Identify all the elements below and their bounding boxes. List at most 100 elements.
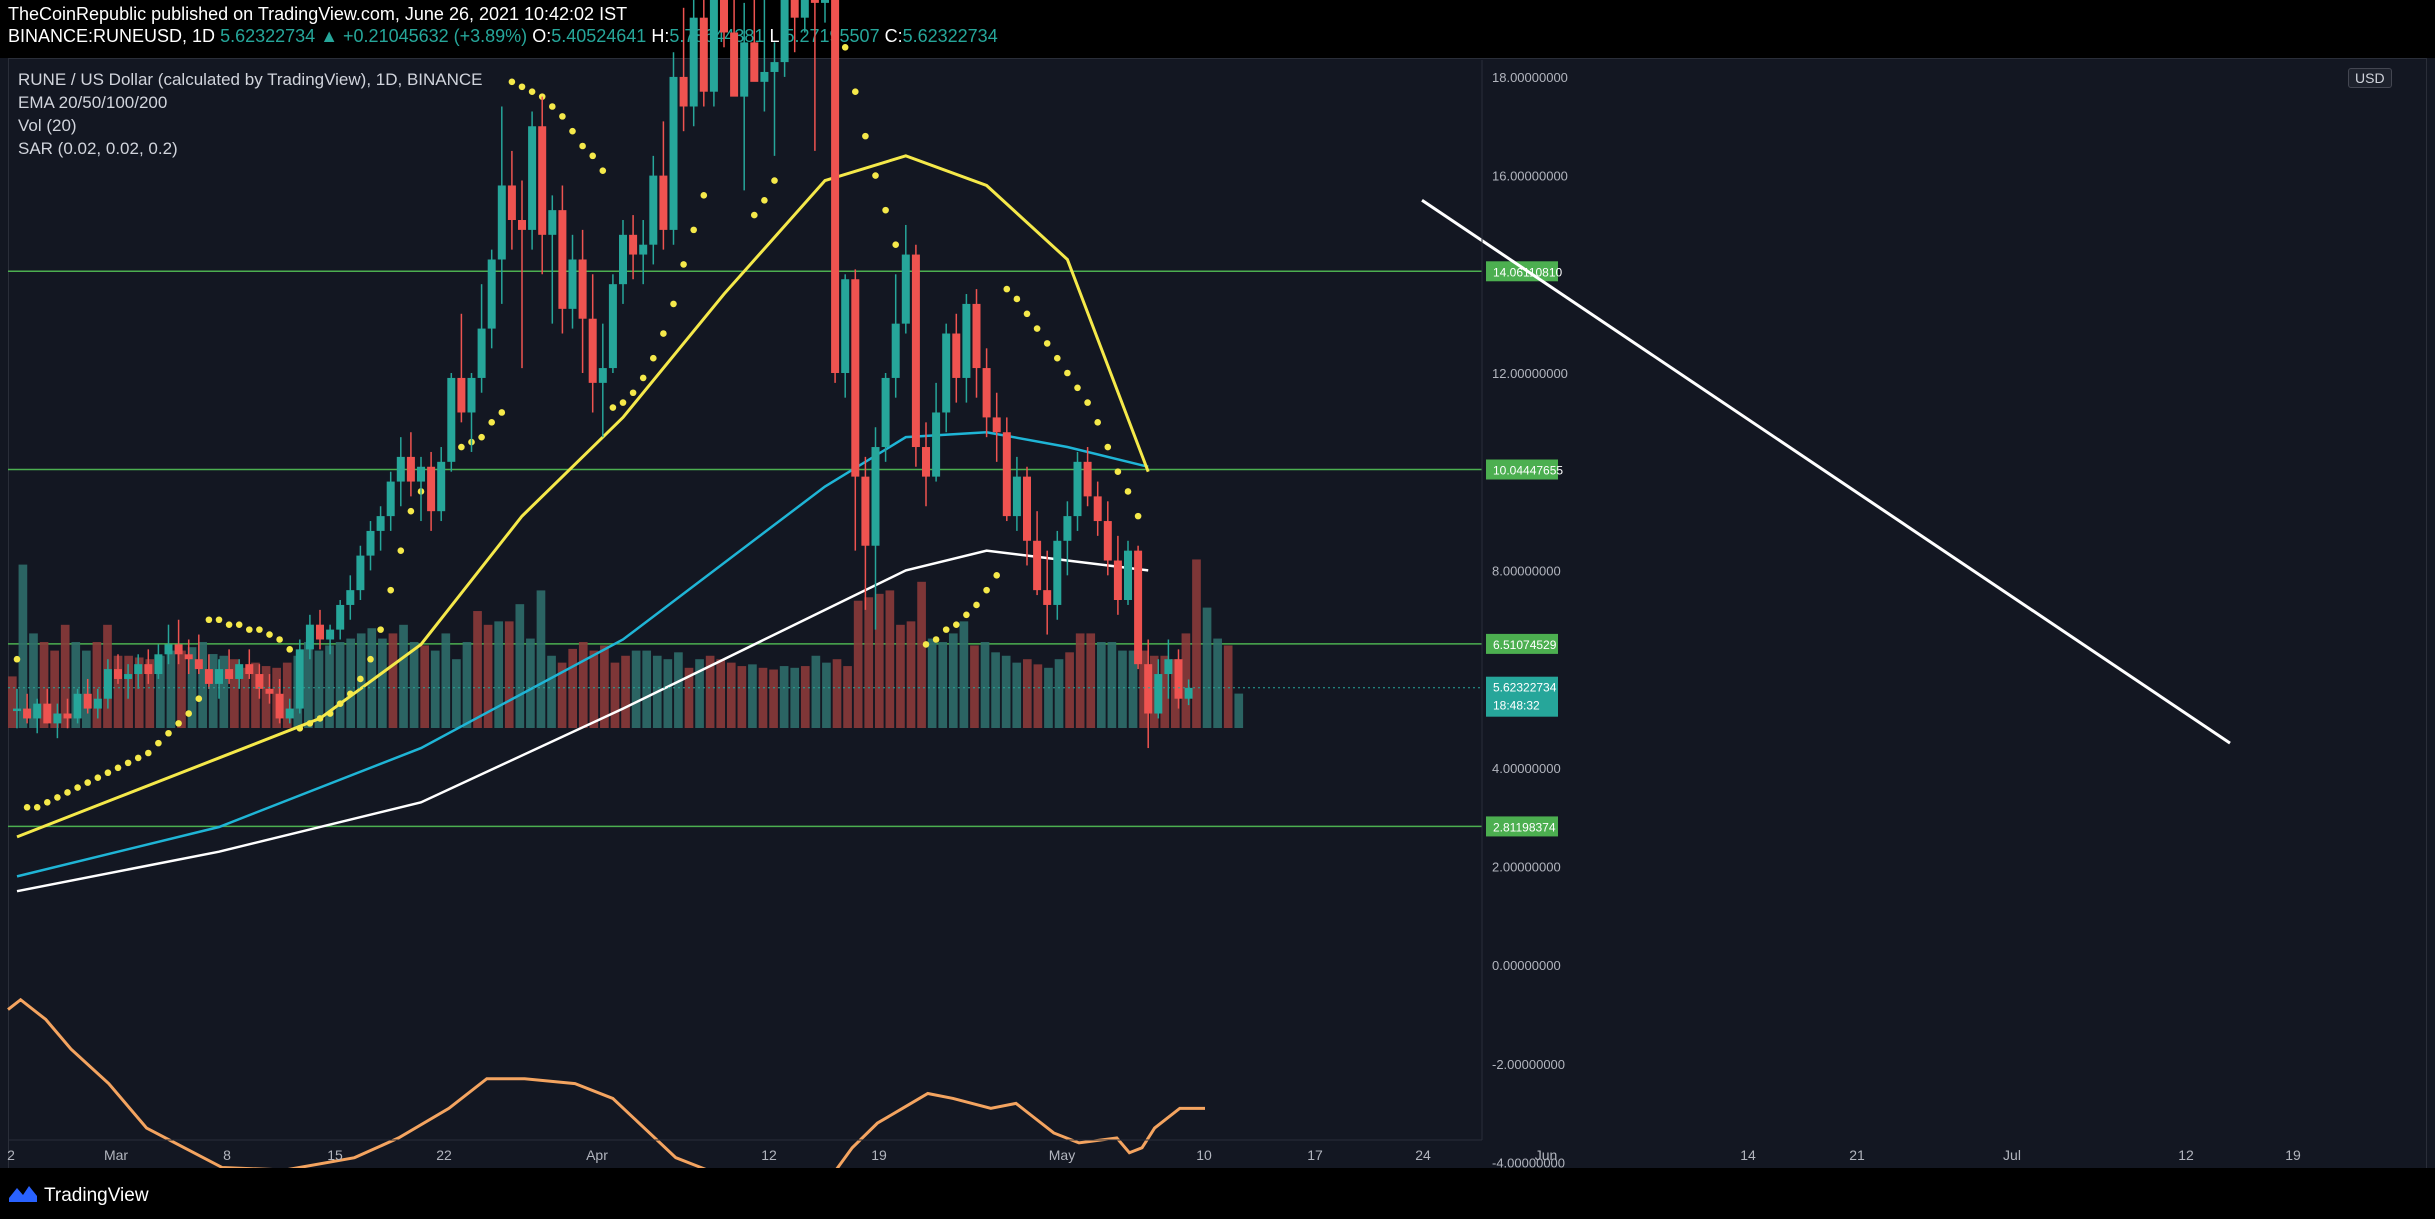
volume-bar — [748, 664, 757, 728]
sar-dot — [983, 586, 990, 594]
volume-bar — [39, 642, 49, 728]
candle-body — [63, 713, 72, 719]
candle-body — [174, 644, 183, 655]
candle-body — [750, 42, 759, 82]
candle-body — [43, 703, 52, 724]
candle-body — [134, 664, 143, 675]
candle-body — [932, 412, 941, 477]
level-label: 2.81198374 — [1493, 820, 1556, 834]
volume-bar — [378, 638, 387, 728]
volume-bar — [1001, 655, 1011, 728]
sar-dot — [155, 739, 162, 747]
candle-body — [770, 62, 779, 72]
time-tick-label: 22 — [436, 1147, 452, 1163]
candle-body — [356, 555, 365, 591]
close-value: 5.62322734 — [902, 26, 998, 46]
sar-dot — [347, 690, 354, 698]
sar-dot — [660, 330, 667, 337]
volume-bar — [18, 564, 28, 728]
sar-dot — [124, 759, 132, 767]
time-tick-label: 17 — [1307, 1147, 1323, 1163]
volume-bar — [779, 666, 789, 728]
sar-dot — [771, 177, 778, 184]
candle-body — [871, 447, 880, 546]
volume-bar — [134, 657, 144, 728]
time-tick-label: 10 — [1196, 1147, 1212, 1163]
price-tick-label: 16.00000000 — [1492, 169, 1568, 184]
sar-dot — [185, 710, 192, 717]
candle-body — [548, 210, 557, 235]
sar-dot — [286, 646, 294, 653]
legend-vol[interactable]: Vol (20) — [18, 116, 77, 135]
sar-dot — [1043, 340, 1051, 347]
candle-body — [154, 654, 163, 675]
candle-body — [578, 259, 587, 319]
sar-dot — [1094, 419, 1101, 426]
candle-body — [33, 703, 42, 719]
volume-bar — [430, 650, 440, 728]
candle-body — [699, 17, 708, 92]
volume-bar — [705, 655, 715, 728]
price-tick-label: 4.00000000 — [1492, 761, 1561, 776]
candle-body — [487, 259, 496, 329]
sar-dot — [195, 695, 203, 703]
candle-body — [427, 466, 436, 512]
sar-dot — [488, 419, 496, 426]
last-price: 5.62322734 — [220, 26, 316, 46]
sar-dot — [700, 192, 708, 199]
volume-bar — [737, 666, 747, 728]
volume-bar — [156, 655, 165, 728]
sar-dot — [104, 769, 112, 777]
level-tag — [1486, 633, 1558, 654]
legend-ema[interactable]: EMA 20/50/100/200 — [18, 93, 168, 112]
volume-bar — [811, 655, 821, 728]
candle-body — [215, 669, 223, 684]
volume-bar — [1118, 650, 1127, 728]
price-tick-label: 8.00000000 — [1492, 563, 1561, 578]
candle-body — [608, 284, 617, 369]
candle-body — [629, 234, 638, 255]
sar-dot — [316, 715, 324, 722]
currency-tag[interactable]: USD — [2348, 68, 2392, 88]
sar-dot — [993, 572, 1000, 579]
price-change: +0.21045632 (+3.89%) — [343, 26, 528, 46]
volume-bar — [367, 628, 377, 728]
volume-bar — [29, 633, 38, 728]
sar-dot — [599, 167, 607, 174]
legend-sar[interactable]: SAR (0.02, 0.02, 0.2) — [18, 139, 178, 158]
level-label: 6.51074529 — [1493, 638, 1557, 652]
volume-bar — [885, 590, 895, 728]
sar-dot — [953, 621, 960, 628]
legend-title: RUNE / US Dollar (calculated by TradingV… — [18, 70, 483, 89]
candle-body — [225, 669, 234, 679]
sar-dot — [629, 389, 637, 397]
volume-bar — [1234, 693, 1244, 728]
candle-body — [649, 175, 658, 245]
sar-dot — [235, 621, 243, 628]
sar-dot — [1104, 443, 1112, 451]
candle-body — [720, 0, 728, 33]
volume-bar — [441, 633, 451, 728]
candle-body — [780, 0, 789, 63]
volume-bar — [92, 642, 102, 728]
time-tick-label: Apr — [586, 1147, 608, 1163]
volume-bar — [325, 645, 334, 728]
volume-bar — [948, 633, 958, 728]
candle-body — [992, 417, 1001, 433]
candle-body — [659, 175, 668, 230]
volume-bar — [1149, 655, 1159, 728]
time-tick-label: 14 — [1740, 1147, 1756, 1163]
candle-body — [942, 333, 951, 413]
sar-dot — [276, 636, 283, 643]
candle-body — [1033, 540, 1042, 591]
candle-body — [316, 624, 324, 640]
volume-bar — [1022, 659, 1032, 728]
volume-bar — [959, 621, 969, 728]
time-tick-label: 19 — [2285, 1147, 2301, 1163]
sar-dot — [84, 779, 91, 786]
candle-body — [285, 708, 294, 719]
candle-body — [1124, 550, 1132, 601]
volume-bar — [896, 624, 905, 728]
volume-bar — [991, 652, 1000, 728]
